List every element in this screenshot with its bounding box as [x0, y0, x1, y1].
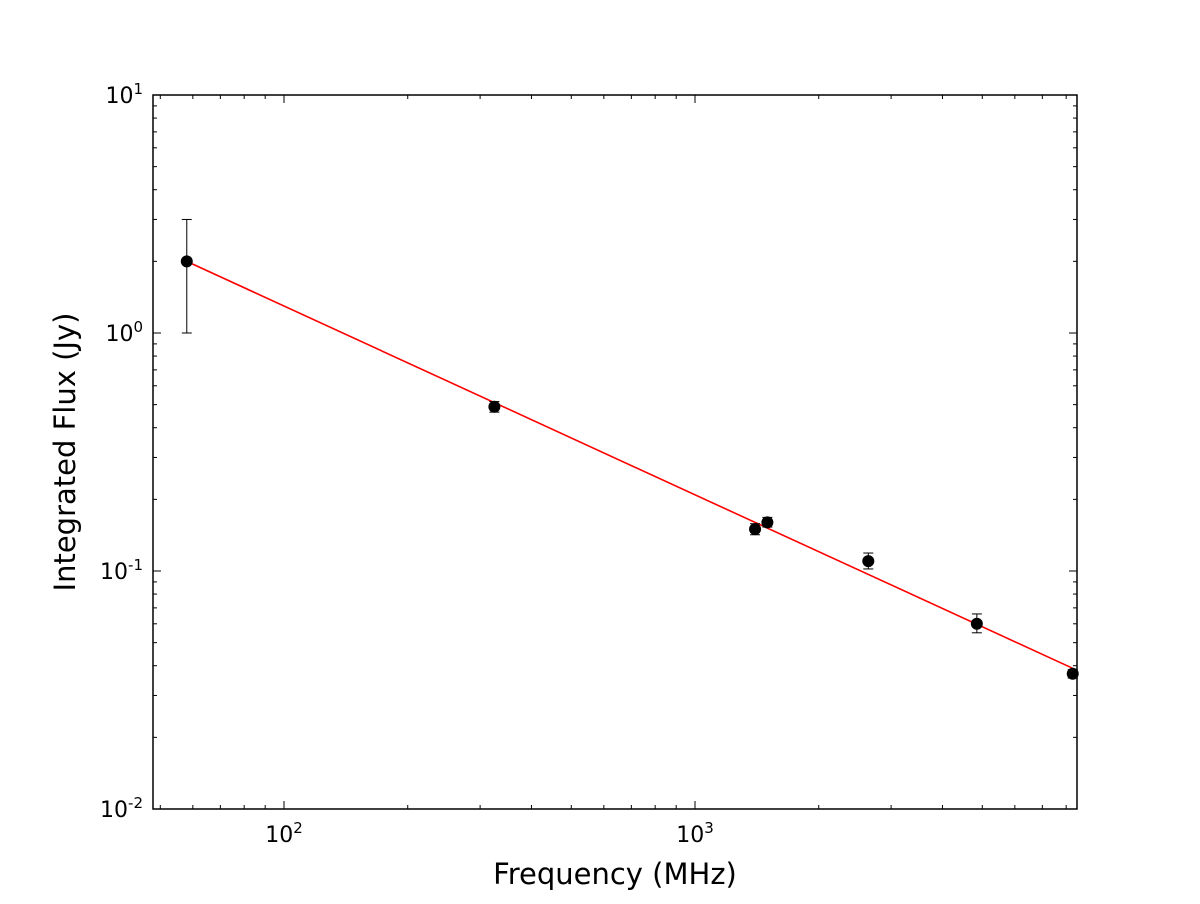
plot-frame: [152, 94, 1078, 810]
fit-layer: [186, 260, 1074, 670]
data-point: [749, 523, 762, 536]
data-points: [180, 255, 1079, 680]
x-tick-label: 103: [676, 819, 714, 848]
y-tick-label: 10-2: [100, 794, 143, 823]
data-point: [180, 255, 193, 268]
data-point: [488, 400, 501, 413]
plot-area: [153, 95, 1077, 809]
data-point: [970, 617, 983, 630]
y-tick-label: 100: [105, 318, 143, 347]
y-tick-label: 101: [105, 80, 143, 109]
data-point: [761, 516, 774, 529]
data-point: [862, 555, 875, 568]
y-tick-label: 10-1: [100, 556, 143, 585]
data-point: [1066, 667, 1079, 680]
x-tick-label: 102: [265, 819, 303, 848]
fit-line: [186, 260, 1074, 670]
y-axis-title: Integrated Flux (Jy): [48, 313, 82, 592]
x-axis-title: Frequency (MHz): [493, 857, 737, 891]
x-tick-labels: 102 103: [265, 819, 714, 848]
y-tick-labels: 10-2 10-1 100 101: [100, 80, 143, 823]
